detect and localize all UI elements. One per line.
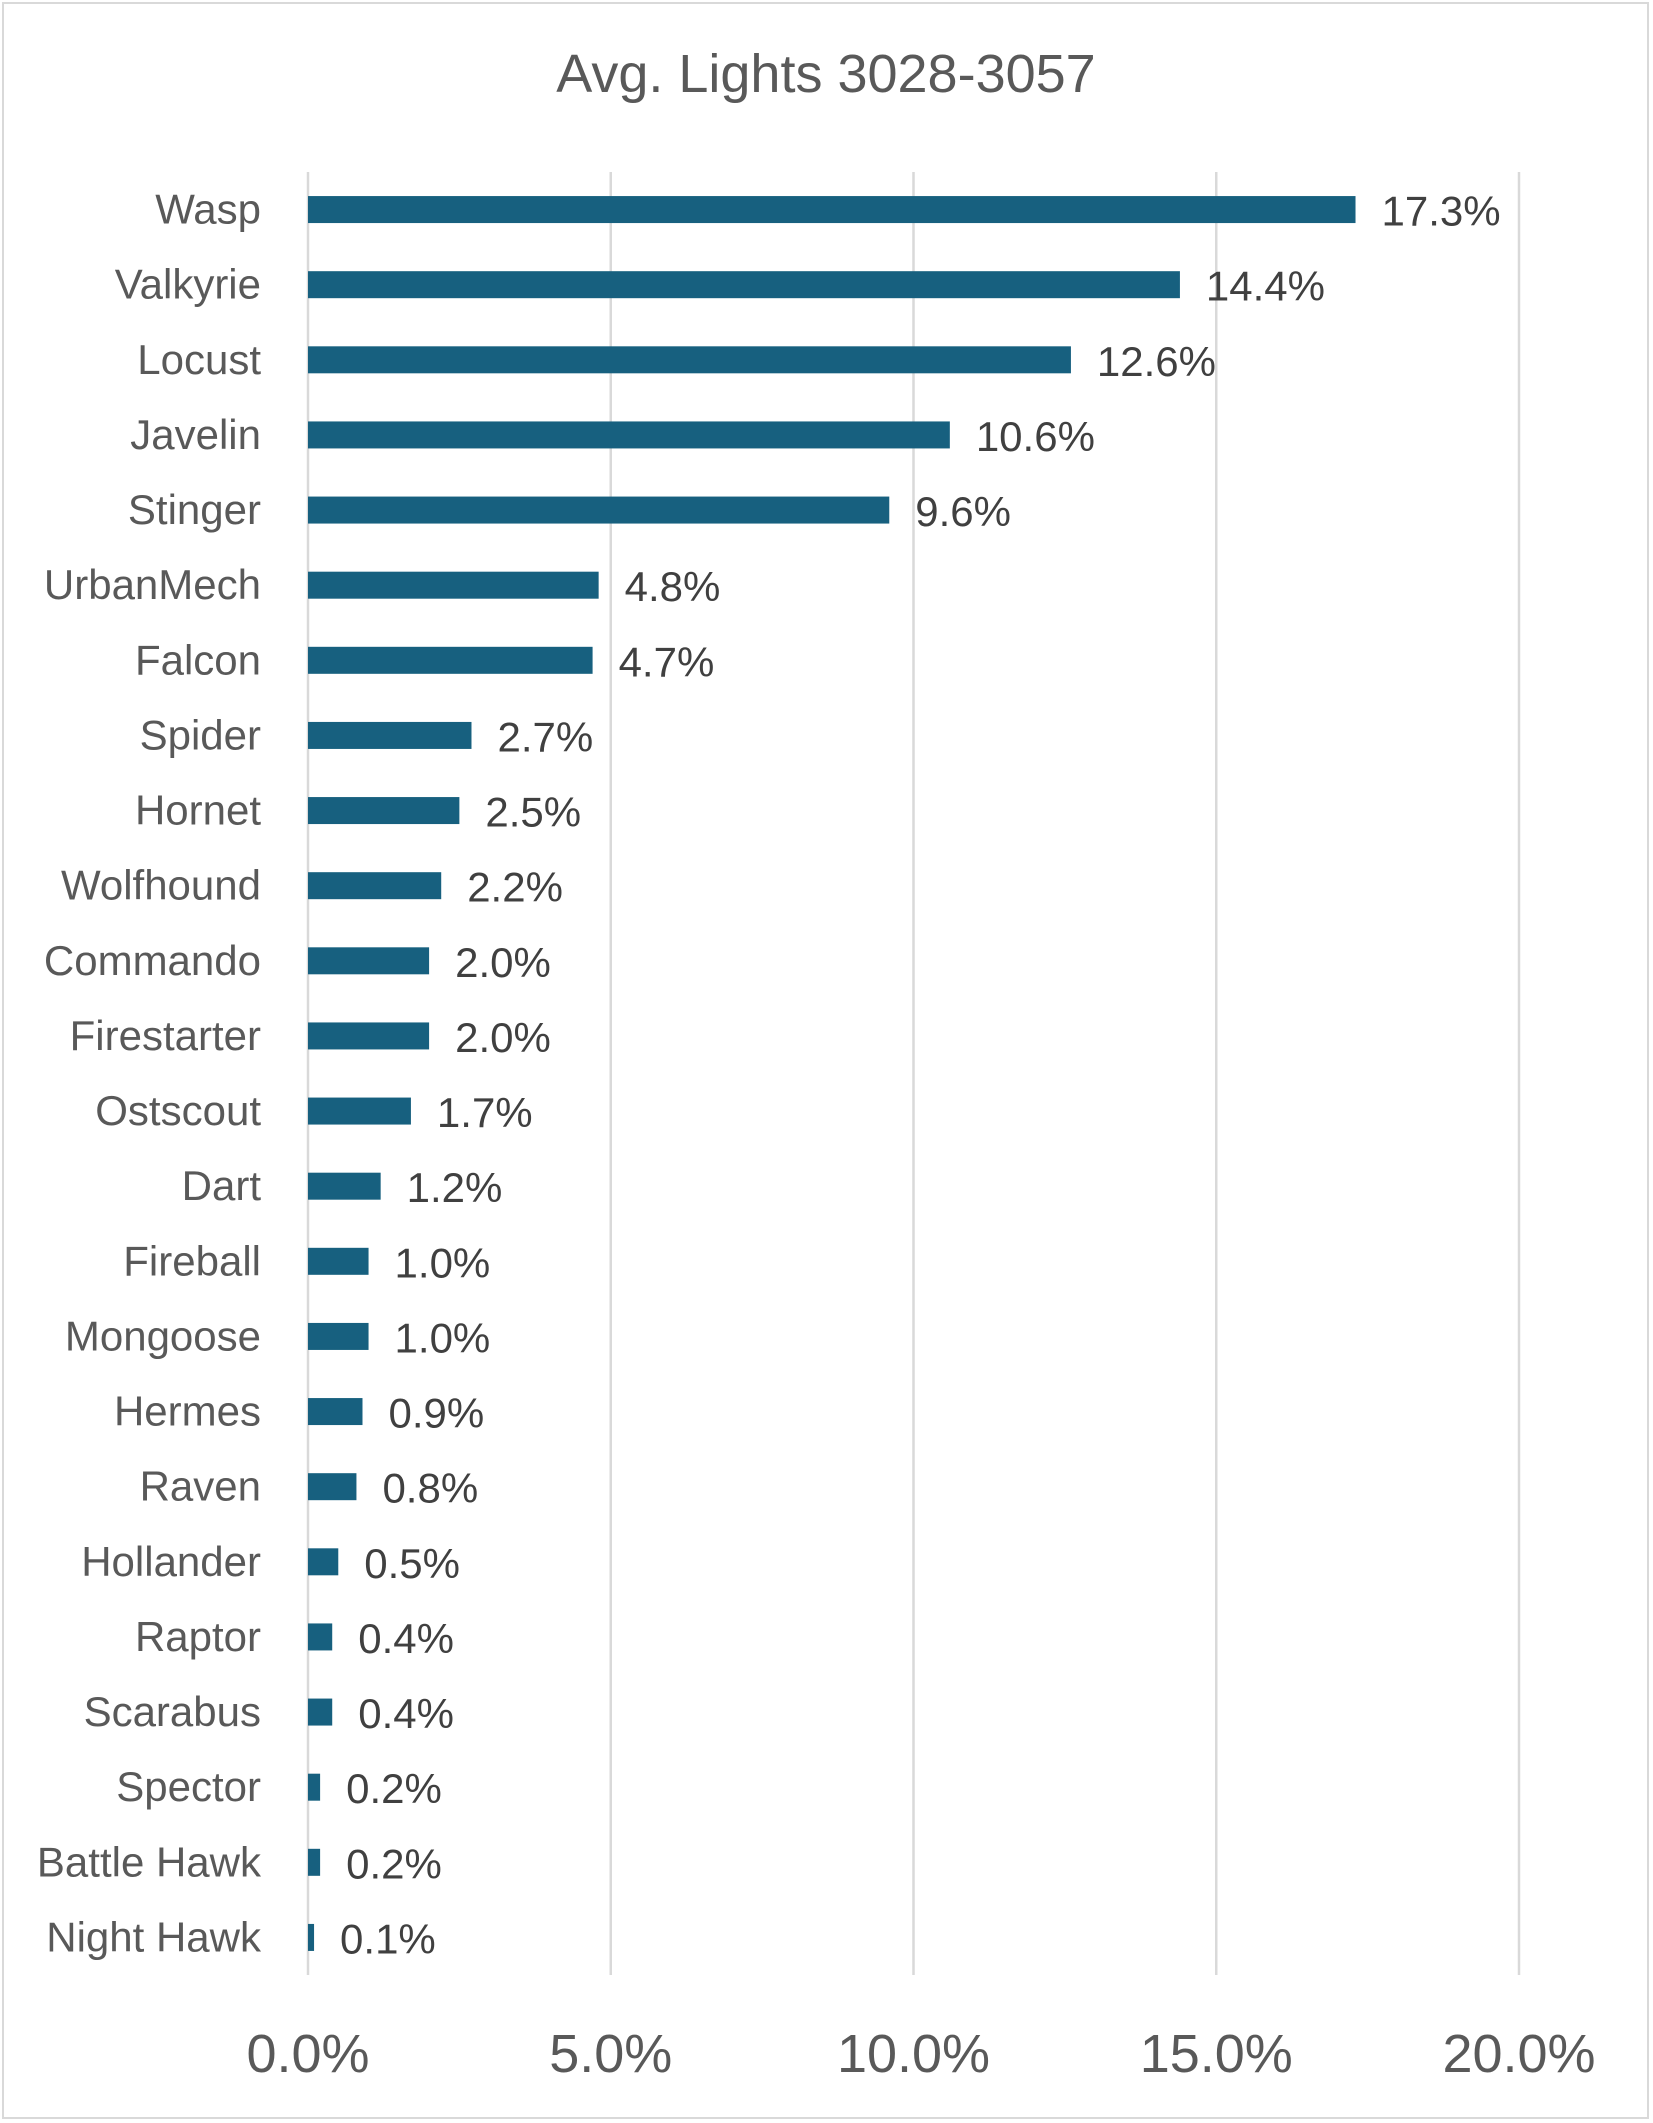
- data-label-13: 1.2%: [407, 1164, 503, 1211]
- data-label-1: 14.4%: [1206, 263, 1325, 310]
- bar-22: [308, 1848, 321, 1876]
- data-label-21: 0.2%: [346, 1765, 442, 1812]
- bar-11: [308, 1022, 430, 1050]
- bar-20: [308, 1698, 333, 1726]
- data-label-6: 4.7%: [619, 638, 715, 685]
- bar-14: [308, 1247, 369, 1275]
- category-label-14: Fireball: [123, 1237, 261, 1284]
- data-label-15: 1.0%: [395, 1314, 491, 1361]
- category-label-1: Valkyrie: [115, 261, 261, 308]
- x-axis-tick-labels: 0.0% 5.0% 10.0% 15.0% 20.0%: [246, 2024, 1595, 2084]
- data-label-20: 0.4%: [358, 1690, 454, 1737]
- category-label-0: Wasp: [155, 186, 261, 233]
- category-label-9: Wolfhound: [61, 862, 261, 909]
- data-label-8: 2.5%: [485, 789, 581, 836]
- data-label-14: 1.0%: [395, 1239, 491, 1286]
- bar-8: [308, 797, 460, 825]
- data-label-23: 0.1%: [340, 1915, 436, 1962]
- data-label-2: 12.6%: [1097, 338, 1216, 385]
- category-label-8: Hornet: [135, 787, 261, 834]
- bar-15: [308, 1322, 369, 1350]
- bar-12: [308, 1097, 411, 1125]
- category-label-12: Ostscout: [95, 1087, 261, 1134]
- data-label-11: 2.0%: [455, 1014, 551, 1061]
- bar-2: [308, 346, 1071, 374]
- category-label-23: Night Hawk: [46, 1913, 262, 1960]
- category-label-21: Spector: [116, 1763, 261, 1810]
- category-label-13: Dart: [182, 1162, 262, 1209]
- data-label-3: 10.6%: [976, 413, 1095, 460]
- category-label-4: Stinger: [128, 486, 261, 533]
- data-label-17: 0.8%: [382, 1465, 478, 1512]
- category-label-16: Hermes: [114, 1388, 261, 1435]
- x-tick-label-2: 10.0%: [837, 2024, 990, 2084]
- category-label-7: Spider: [140, 711, 261, 758]
- x-tick-label-1: 5.0%: [549, 2024, 672, 2084]
- x-tick-label-4: 20.0%: [1442, 2024, 1595, 2084]
- data-label-7: 2.7%: [497, 713, 593, 760]
- bar-5: [308, 571, 599, 599]
- bar-16: [308, 1398, 363, 1426]
- category-label-19: Raptor: [135, 1613, 261, 1660]
- bar-3: [308, 421, 950, 449]
- category-label-2: Locust: [137, 336, 261, 383]
- bar-13: [308, 1172, 381, 1200]
- category-label-17: Raven: [140, 1463, 261, 1510]
- bar-19: [308, 1623, 333, 1651]
- category-label-18: Hollander: [81, 1538, 261, 1585]
- data-labels: 17.3% 14.4% 12.6%10.6% 9.6% 4.8% 4.7% 2.7% 2.5%…: [340, 188, 1501, 1963]
- category-label-3: Javelin: [130, 411, 261, 458]
- bar-21: [308, 1773, 321, 1801]
- data-label-10: 2.0%: [455, 939, 551, 986]
- data-label-16: 0.9%: [388, 1390, 484, 1437]
- category-label-20: Scarabus: [84, 1688, 261, 1735]
- bar-10: [308, 947, 430, 975]
- bar-9: [308, 872, 442, 900]
- data-label-22: 0.2%: [346, 1840, 442, 1887]
- x-tick-label-0: 0.0%: [246, 2024, 369, 2084]
- category-label-5: UrbanMech: [44, 561, 261, 608]
- bar-7: [308, 721, 472, 749]
- data-label-19: 0.4%: [358, 1615, 454, 1662]
- bar-1: [308, 271, 1180, 299]
- category-label-11: Firestarter: [70, 1012, 261, 1059]
- bars: [308, 196, 1356, 1951]
- bar-6: [308, 646, 593, 674]
- bar-0: [308, 196, 1356, 224]
- category-label-22: Battle Hawk: [37, 1838, 262, 1885]
- category-label-15: Mongoose: [65, 1312, 261, 1359]
- category-label-6: Falcon: [135, 636, 261, 683]
- data-label-4: 9.6%: [915, 488, 1011, 535]
- bar-18: [308, 1548, 339, 1576]
- data-label-9: 2.2%: [467, 864, 563, 911]
- category-labels: Wasp Valkyrie Locust Javelin Stinger UrbanMec…: [37, 186, 262, 1961]
- chart-title: Avg. Lights 3028-3057: [556, 44, 1095, 104]
- data-label-18: 0.5%: [364, 1540, 460, 1587]
- bar-23: [308, 1923, 315, 1951]
- data-label-5: 4.8%: [625, 563, 721, 610]
- x-tick-label-3: 15.0%: [1140, 2024, 1293, 2084]
- gridlines: [306, 172, 1521, 1975]
- data-label-12: 1.7%: [437, 1089, 533, 1136]
- bar-4: [308, 496, 890, 524]
- category-label-10: Commando: [44, 937, 261, 984]
- bar-17: [308, 1473, 357, 1501]
- data-label-0: 17.3%: [1382, 188, 1501, 235]
